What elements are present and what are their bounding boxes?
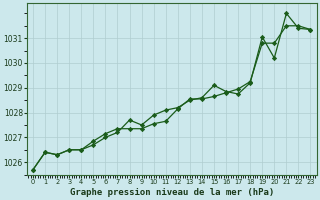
X-axis label: Graphe pression niveau de la mer (hPa): Graphe pression niveau de la mer (hPa) — [70, 188, 274, 197]
